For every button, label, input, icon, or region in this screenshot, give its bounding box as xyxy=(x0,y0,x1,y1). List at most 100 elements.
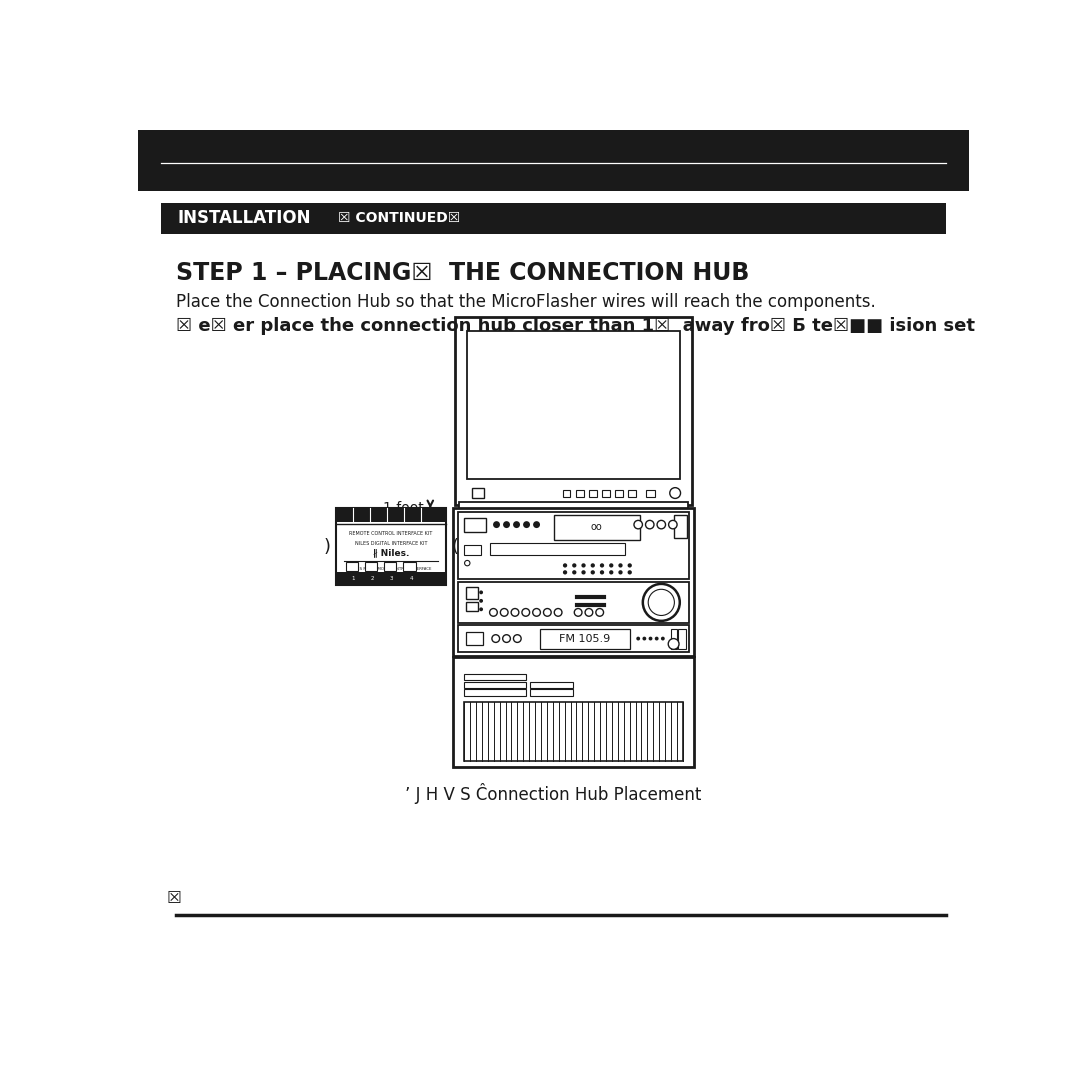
Circle shape xyxy=(661,636,665,640)
Text: 1 foot: 1 foot xyxy=(383,501,424,515)
Bar xyxy=(530,681,572,688)
Circle shape xyxy=(627,564,632,568)
Circle shape xyxy=(554,608,562,617)
Circle shape xyxy=(599,564,604,568)
Bar xyxy=(336,509,446,585)
Bar xyxy=(464,681,526,688)
Circle shape xyxy=(543,608,551,617)
Circle shape xyxy=(464,561,470,566)
Circle shape xyxy=(532,608,540,617)
Circle shape xyxy=(581,570,585,575)
Text: NILES DIGITAL INTERFACE KIT: NILES DIGITAL INTERFACE KIT xyxy=(354,541,428,545)
Bar xyxy=(501,510,646,519)
Text: ’ J H V S Ĉonnection Hub Placement: ’ J H V S Ĉonnection Hub Placement xyxy=(405,783,702,804)
Text: INSTALLATION: INSTALLATION xyxy=(178,210,311,227)
Bar xyxy=(589,490,596,497)
Circle shape xyxy=(491,635,500,643)
Circle shape xyxy=(572,570,577,575)
Circle shape xyxy=(649,636,652,640)
Circle shape xyxy=(657,521,665,529)
Bar xyxy=(458,582,689,623)
Text: (: ( xyxy=(451,538,458,556)
Bar xyxy=(459,502,688,512)
Text: 2: 2 xyxy=(370,576,375,581)
Bar xyxy=(465,602,478,611)
Bar xyxy=(454,508,693,656)
Text: Place the Connection Hub so that the MicroFlasher wires will reach the component: Place the Connection Hub so that the Mic… xyxy=(176,293,876,311)
Circle shape xyxy=(480,599,483,603)
Circle shape xyxy=(563,570,567,575)
Bar xyxy=(540,629,631,649)
Bar xyxy=(563,490,570,497)
Circle shape xyxy=(523,522,530,528)
Circle shape xyxy=(575,608,582,617)
Circle shape xyxy=(627,570,632,575)
Circle shape xyxy=(511,608,518,617)
Bar xyxy=(403,563,416,571)
Bar xyxy=(629,490,636,497)
Bar xyxy=(554,515,639,540)
Circle shape xyxy=(591,570,595,575)
Circle shape xyxy=(513,635,522,643)
Circle shape xyxy=(643,636,646,640)
Bar xyxy=(671,629,677,649)
Text: ∦ Niles.: ∦ Niles. xyxy=(373,548,409,557)
Circle shape xyxy=(646,521,654,529)
Text: 3: 3 xyxy=(390,576,393,581)
Bar xyxy=(646,490,656,497)
Bar xyxy=(384,563,396,571)
Bar xyxy=(602,490,610,497)
Bar xyxy=(472,488,484,499)
Bar xyxy=(138,130,970,191)
Circle shape xyxy=(596,608,604,617)
Bar xyxy=(458,512,689,579)
Bar xyxy=(346,563,357,571)
Circle shape xyxy=(563,564,567,568)
Circle shape xyxy=(609,570,613,575)
Bar xyxy=(464,544,481,555)
Text: ☒: ☒ xyxy=(167,889,181,907)
Bar xyxy=(336,571,446,585)
Circle shape xyxy=(619,564,623,568)
Bar xyxy=(576,490,583,497)
Circle shape xyxy=(599,570,604,575)
Circle shape xyxy=(500,608,508,617)
Bar xyxy=(465,633,483,645)
Circle shape xyxy=(670,488,680,499)
Bar xyxy=(530,689,572,696)
Circle shape xyxy=(636,636,640,640)
Text: STEP 1 – PLACING☒  THE CONNECTION HUB: STEP 1 – PLACING☒ THE CONNECTION HUB xyxy=(176,260,750,284)
Text: 4: 4 xyxy=(409,576,413,581)
Circle shape xyxy=(585,608,593,617)
Bar xyxy=(455,316,692,505)
Circle shape xyxy=(522,608,529,617)
Bar xyxy=(365,563,377,571)
Circle shape xyxy=(480,591,483,594)
Circle shape xyxy=(619,570,623,575)
Bar xyxy=(161,203,946,233)
Text: REMOTE CONTROL INTERFACE KIT: REMOTE CONTROL INTERFACE KIT xyxy=(349,531,433,537)
Circle shape xyxy=(648,590,674,616)
Bar xyxy=(464,702,683,761)
Bar xyxy=(674,515,687,539)
Circle shape xyxy=(494,522,500,528)
Circle shape xyxy=(513,522,519,528)
Text: NILES RCA REMOTE CONTROL INTERFACE: NILES RCA REMOTE CONTROL INTERFACE xyxy=(351,567,431,570)
Bar xyxy=(464,518,486,532)
Bar xyxy=(465,586,478,599)
Text: ☒ e☒ er place the connection hub closer than 1☒  away fro☒ Б te☒■■ ision set: ☒ e☒ er place the connection hub closer … xyxy=(176,318,975,336)
Text: oo: oo xyxy=(591,522,603,532)
Circle shape xyxy=(609,564,613,568)
Bar xyxy=(464,689,526,696)
Circle shape xyxy=(654,636,659,640)
Circle shape xyxy=(669,521,677,529)
Circle shape xyxy=(502,635,511,643)
Bar xyxy=(616,490,623,497)
Circle shape xyxy=(643,584,679,621)
Circle shape xyxy=(634,521,643,529)
Text: FM 105.9: FM 105.9 xyxy=(558,634,610,644)
Bar xyxy=(468,330,679,480)
Circle shape xyxy=(572,564,577,568)
Bar xyxy=(336,509,446,523)
Bar xyxy=(464,674,526,680)
